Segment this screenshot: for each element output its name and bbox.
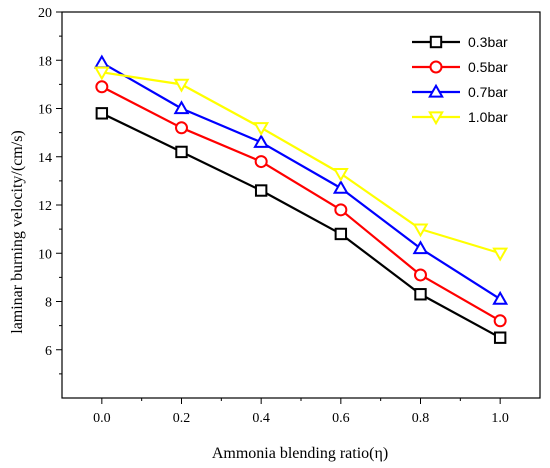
legend-label: 0.5bar (468, 59, 508, 75)
y-tick-label: 6 (45, 344, 52, 359)
y-tick-label: 12 (38, 199, 52, 214)
data-point-triangle-up (93, 54, 110, 69)
x-tick-label: 0.0 (93, 411, 111, 426)
legend: 0.3bar 0.5bar 0.7bar 1.0bar (412, 34, 508, 126)
series-group (93, 54, 509, 344)
x-tick-label: 1.0 (491, 411, 509, 426)
series-line (101, 71, 501, 255)
series-0-5bar (95, 80, 507, 328)
data-point-square (493, 331, 507, 344)
legend-label: 0.7bar (468, 84, 508, 100)
y-tick-label: 8 (45, 296, 52, 311)
data-point-triangle-down (93, 66, 110, 81)
data-point-triangle-down (428, 111, 444, 126)
data-point-triangle-up (253, 134, 270, 148)
y-tick-label: 20 (38, 6, 52, 21)
x-tick-label: 0.8 (412, 411, 430, 426)
x-tick-label: 0.4 (252, 411, 270, 426)
data-point-circle (429, 60, 443, 74)
y-tick-label: 14 (38, 151, 52, 166)
data-point-square (175, 145, 188, 159)
data-point-triangle-down (253, 122, 270, 137)
data-point-triangle-up (412, 240, 429, 255)
series-1-0bar (93, 66, 509, 262)
data-point-triangle-down (492, 247, 509, 262)
data-point-triangle-up (332, 179, 349, 194)
data-point-square (429, 35, 443, 49)
y-axis-title: laminar burning velocity/(cm/s) (9, 130, 26, 334)
data-point-circle (493, 314, 507, 328)
axes: 0.0 0.2 0.4 0.6 0.8 1.0 6 8 10 12 14 16 18 20 (38, 6, 541, 426)
x-tick-label: 0.2 (173, 411, 191, 426)
y-tick-label: 18 (38, 54, 52, 69)
data-point-square (414, 288, 427, 301)
data-point-circle (414, 268, 427, 282)
legend-label: 0.3bar (468, 34, 508, 50)
legend-item: 0.3bar (412, 34, 508, 50)
data-point-triangle-down (173, 78, 190, 93)
y-tick-label: 10 (38, 247, 52, 262)
x-tick-label: 0.6 (332, 411, 350, 426)
series-line (101, 112, 501, 339)
data-point-square (95, 107, 109, 120)
series-line (101, 85, 501, 322)
data-point-triangle-down (332, 167, 349, 182)
series-0-7bar (93, 54, 509, 305)
data-point-triangle-up (428, 83, 444, 98)
data-point-circle (95, 80, 109, 94)
x-axis-title: Ammonia blending ratio(η) (212, 445, 388, 462)
data-point-triangle-up (492, 290, 509, 305)
data-point-square (254, 184, 268, 197)
series-0-3bar (95, 107, 507, 344)
series-line (101, 61, 501, 301)
data-point-circle (254, 155, 268, 169)
legend-label: 1.0bar (468, 109, 508, 125)
data-point-triangle-down (412, 223, 429, 238)
data-point-circle (175, 121, 188, 135)
y-tick-label: 16 (38, 103, 52, 118)
legend-item: 0.7bar (412, 83, 508, 100)
data-point-circle (334, 203, 348, 217)
data-point-triangle-up (173, 100, 190, 115)
legend-item: 0.5bar (412, 59, 508, 75)
legend-item: 1.0bar (412, 109, 508, 126)
data-point-square (334, 227, 348, 241)
